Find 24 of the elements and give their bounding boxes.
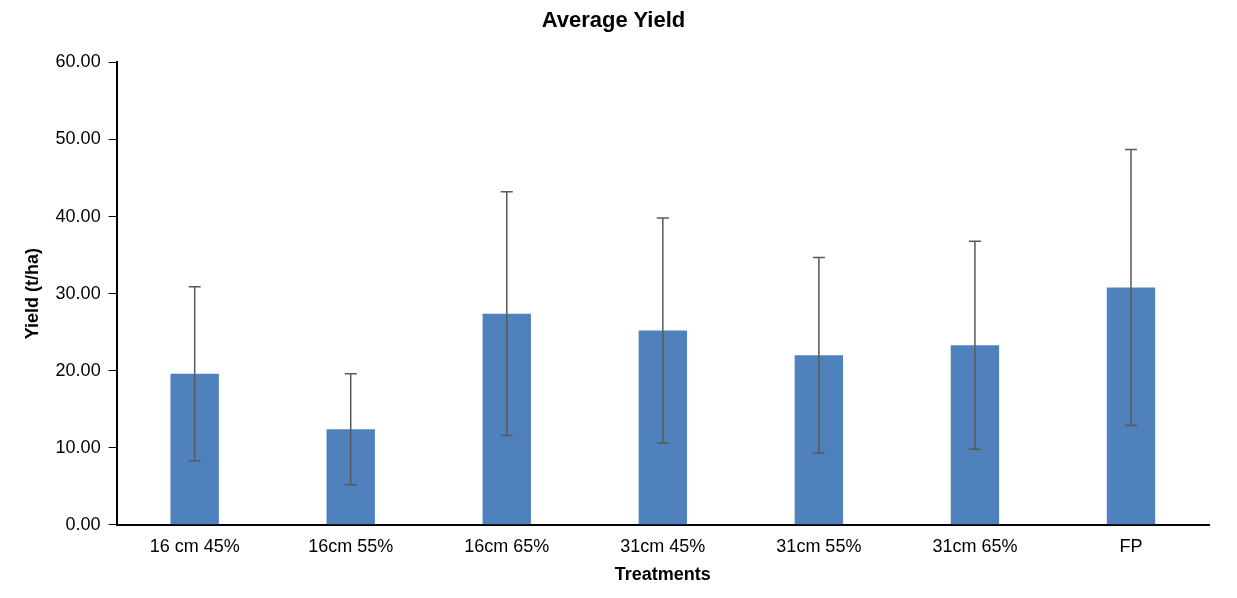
bar xyxy=(794,355,844,525)
bar xyxy=(170,373,219,525)
x-tick-label: 31cm 45% xyxy=(620,535,706,556)
x-axis-title: Treatments xyxy=(614,564,711,585)
x-tick-label: 31cm 55% xyxy=(776,535,862,556)
bar xyxy=(326,429,375,525)
bar xyxy=(1106,287,1156,525)
x-tick-label: 16cm 55% xyxy=(308,535,394,556)
y-tick-label: 10.00 xyxy=(55,436,101,457)
y-tick-label: 30.00 xyxy=(55,282,101,303)
y-tick-label: 0.00 xyxy=(65,513,101,534)
y-tick-label: 20.00 xyxy=(55,359,101,380)
y-tick-label: 40.00 xyxy=(55,205,101,226)
x-tick-label: 31cm 65% xyxy=(932,535,1018,556)
bar xyxy=(950,345,1000,525)
y-tick-label: 60.00 xyxy=(55,51,101,72)
x-tick-label: FP xyxy=(1119,535,1143,556)
y-tick-label: 50.00 xyxy=(55,128,101,149)
bar xyxy=(638,330,688,525)
x-tick-label: 16cm 65% xyxy=(464,535,550,556)
chart-title: Average Yield xyxy=(541,7,686,33)
y-axis-title: Yield (t/ha) xyxy=(21,247,42,340)
bar xyxy=(482,313,531,525)
x-tick-label: 16 cm 45% xyxy=(149,535,240,556)
